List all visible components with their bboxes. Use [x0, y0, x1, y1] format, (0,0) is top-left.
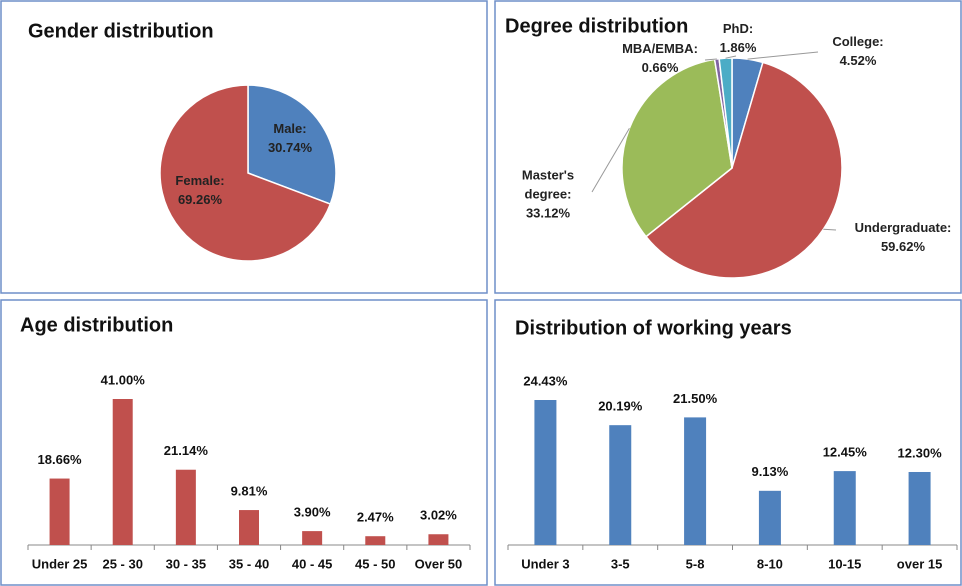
x-tick-label: over 15 [897, 556, 943, 571]
bar [49, 478, 70, 545]
slice-category: Male: [273, 121, 307, 136]
panel [494, 299, 962, 586]
panel [0, 0, 488, 294]
data-label: 12.30% [898, 445, 943, 460]
slice-category: Undergraduate: [854, 220, 952, 235]
x-tick-label: 8-10 [757, 556, 783, 571]
x-tick-label: 35 - 40 [229, 556, 269, 571]
bar [365, 536, 386, 545]
bar [428, 534, 449, 545]
data-label: 18.66% [38, 452, 83, 467]
pie-slice [644, 61, 843, 279]
panel [0, 299, 488, 586]
x-tick-label: Under 25 [32, 556, 88, 571]
x-tick-label: Under 3 [521, 556, 569, 571]
data-label: 3.02% [420, 508, 457, 523]
data-label: 21.14% [164, 443, 209, 458]
slice-label: Male: 30.74% [268, 119, 312, 157]
data-label: 9.13% [751, 464, 788, 479]
bar [302, 531, 323, 545]
data-label: 3.90% [294, 505, 331, 520]
slice-category: PhD: [722, 21, 754, 36]
slice-value: 1.86% [719, 40, 757, 55]
pie-slice [621, 58, 733, 238]
x-tick-label: Over 50 [415, 556, 463, 571]
slice-label: Master's degree: 33.12% [516, 166, 580, 223]
slice-value: 0.66% [641, 60, 679, 75]
x-tick-label: 5-8 [686, 556, 705, 571]
chart-title: Degree distribution [505, 15, 688, 37]
leader-line [725, 55, 737, 59]
slice-label: College: 4.52% [828, 32, 888, 70]
bar [112, 399, 133, 545]
x-tick-label: 25 - 30 [102, 556, 142, 571]
data-label: 12.45% [823, 445, 868, 460]
x-tick-label: 30 - 35 [166, 556, 206, 571]
data-label: 20.19% [598, 399, 643, 414]
x-tick-label: 40 - 45 [292, 556, 332, 571]
slice-category: Female: [175, 173, 225, 188]
slice-label: Female: 69.26% [175, 171, 224, 209]
slice-category: College: [832, 34, 884, 49]
chart-title: Distribution of working years [515, 317, 792, 339]
chart-title: Age distribution [20, 314, 173, 336]
slice-value: 69.26% [177, 192, 223, 207]
data-label: 2.47% [357, 510, 394, 525]
bar [833, 471, 856, 545]
data-label: 24.43% [523, 373, 568, 388]
data-label: 9.81% [231, 484, 268, 499]
slice-category: Master's degree: [521, 167, 575, 202]
data-label: 21.50% [673, 391, 718, 406]
bar [684, 417, 707, 545]
leader-line [704, 58, 717, 61]
bar [175, 469, 196, 545]
slice-label: MBA/EMBA: 0.66% [620, 39, 700, 77]
slice-value: 33.12% [525, 205, 571, 221]
slice-value: 30.74% [267, 140, 313, 155]
bar [758, 490, 781, 545]
x-tick-label: 3-5 [611, 556, 630, 571]
x-tick-label: 45 - 50 [355, 556, 395, 571]
bar [908, 471, 931, 545]
panel [494, 0, 962, 294]
leader-line [823, 228, 837, 231]
slice-label: PhD: 1.86% [718, 19, 758, 57]
data-label: 41.00% [101, 372, 146, 387]
leader-line [747, 51, 819, 60]
leader-line [591, 128, 630, 193]
chart-title: Gender distribution [28, 20, 214, 42]
pie-slice [247, 84, 337, 206]
x-tick-label: 10-15 [828, 556, 861, 571]
slice-label: Undergraduate: 59.62% [848, 218, 958, 256]
pie-slice [159, 84, 332, 262]
slice-value: 4.52% [839, 53, 877, 68]
slice-category: MBA/EMBA: [622, 41, 698, 56]
slice-value: 59.62% [880, 239, 926, 254]
bar [239, 510, 259, 545]
bar [609, 425, 632, 545]
bar [534, 400, 557, 545]
